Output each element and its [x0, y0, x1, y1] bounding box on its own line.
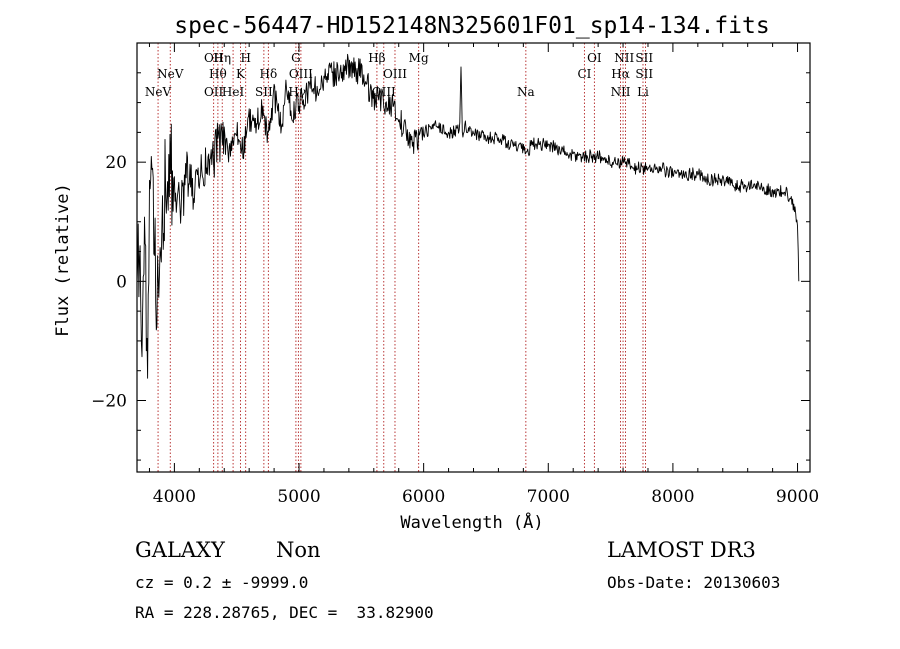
x-tick-label-0: 4000: [153, 487, 196, 507]
x-tick-label-1: 5000: [277, 487, 320, 507]
line-label-20: CI: [577, 67, 591, 81]
x-tick-label-2: 6000: [402, 487, 445, 507]
y-tick-label-0: −20: [91, 392, 127, 412]
line-label-7: H: [240, 51, 250, 65]
line-label-25: SII: [635, 67, 653, 81]
line-label-17: Mg: [409, 51, 429, 65]
line-label-9: SII: [255, 85, 273, 99]
line-label-5: Hθ: [209, 67, 227, 81]
line-label-8: K: [236, 67, 246, 81]
line-label-19: OI: [587, 51, 602, 65]
line-labels: NeVNeVOIIOIIHηHθHeIHKSIIHδGOIIIHγHβOIIIO…: [145, 51, 653, 99]
line-label-6: HeI: [222, 85, 245, 99]
obs-date-text: Obs-Date: 20130603: [607, 573, 781, 592]
line-label-22: Hα: [611, 67, 630, 81]
line-label-11: G: [291, 51, 301, 65]
line-label-13: Hγ: [288, 85, 306, 99]
chart-title: spec-56447-HD152148N325601F01_sp14-134.f…: [174, 13, 769, 39]
line-markers: [157, 43, 646, 472]
plot-frame: [136, 42, 811, 473]
line-label-0: NeV: [145, 85, 172, 99]
line-label-14: Hβ: [368, 51, 385, 65]
coordinates-text: RA = 228.28765, DEC = 33.82900: [135, 603, 434, 622]
y-tick-label-2: 20: [105, 153, 127, 173]
object-class: GALAXY: [135, 538, 225, 562]
line-label-3: OII: [204, 85, 224, 99]
x-tick-label-4: 8000: [651, 487, 694, 507]
line-label-23: NII: [611, 85, 631, 99]
line-label-18: Na: [517, 85, 535, 99]
line-label-1: NeV: [157, 67, 184, 81]
line-label-15: OIII: [383, 67, 407, 81]
y-axis-ticks: −20 0 20: [91, 72, 810, 461]
x-tick-label-5: 9000: [776, 487, 819, 507]
series-layer: [136, 53, 800, 379]
line-label-21: NII: [614, 51, 634, 65]
y-tick-label-1: 0: [116, 272, 127, 292]
spectrum-series-line: [136, 53, 800, 379]
x-axis-ticks: 4000 5000 6000 7000 8000 9000: [148, 43, 819, 507]
y-axis-label: Flux (relative): [53, 183, 73, 337]
line-label-12: OIII: [289, 67, 313, 81]
line-label-4: Hη: [213, 51, 231, 65]
survey-name: LAMOST DR3: [607, 538, 756, 562]
line-label-10: Hδ: [260, 67, 278, 81]
line-label-2: OII: [204, 51, 224, 65]
line-label-24: SII: [635, 51, 653, 65]
redshift-text: cz = 0.2 ± -9999.0: [135, 573, 309, 592]
object-subclass: Non: [276, 538, 321, 562]
line-label-26: Li: [637, 85, 649, 99]
x-axis-label: Wavelength (Å): [400, 511, 543, 533]
x-tick-label-3: 7000: [527, 487, 570, 507]
